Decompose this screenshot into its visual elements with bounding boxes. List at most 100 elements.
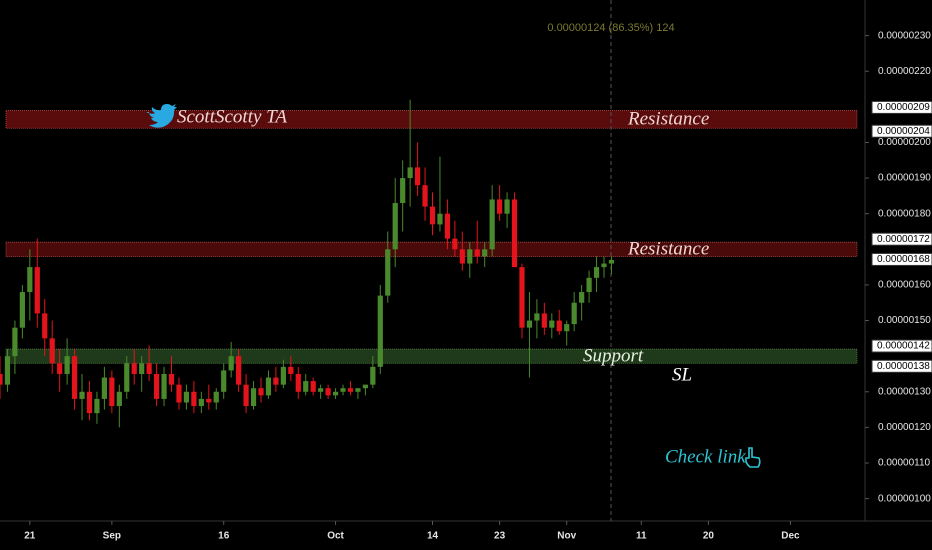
candle-body xyxy=(452,238,458,250)
candle-body xyxy=(459,249,465,264)
candle-body xyxy=(19,292,25,328)
candle-body xyxy=(564,324,570,332)
candle-body xyxy=(444,213,451,239)
candle-body xyxy=(27,267,33,293)
zone xyxy=(5,241,858,257)
price-tag xyxy=(871,252,932,266)
candle-body xyxy=(161,373,167,399)
candle-body xyxy=(183,391,190,403)
candle-body xyxy=(593,267,600,278)
y-tick-label: 0.00000150 xyxy=(878,315,931,326)
candle-body xyxy=(370,366,376,385)
candle-body xyxy=(221,370,227,392)
y-tick-label: 0.00000190 xyxy=(878,173,931,184)
header-stat: 0.00000124 (86.35%) 124 xyxy=(547,22,674,34)
candle-body xyxy=(34,267,40,314)
candle-body xyxy=(79,391,85,399)
candle-body xyxy=(511,199,518,268)
price-tag xyxy=(871,124,932,138)
y-tick-label: 0.00000100 xyxy=(878,493,931,504)
candle-body xyxy=(556,320,562,332)
y-tick-label: 0.00000110 xyxy=(878,458,931,469)
candle-body xyxy=(4,356,11,385)
candle-body xyxy=(392,203,398,250)
candle-body xyxy=(586,277,592,293)
candle-body xyxy=(86,391,93,414)
x-tick-label: 23 xyxy=(494,531,506,542)
candle-body xyxy=(414,167,421,186)
brand-label: ScottScotty TA xyxy=(177,106,287,127)
candle-body xyxy=(295,373,301,392)
candle-body xyxy=(131,363,137,374)
candle-body xyxy=(377,295,383,367)
pointing-hand-icon xyxy=(745,447,761,468)
y-tick-label: 0.00000230 xyxy=(878,30,931,41)
x-tick-label: Oct xyxy=(327,531,344,542)
candle-body xyxy=(258,388,264,396)
candle-body xyxy=(288,366,294,374)
candle-body xyxy=(571,302,577,325)
price-tag xyxy=(871,100,932,114)
price-tag xyxy=(871,359,932,373)
candle-body xyxy=(153,373,160,399)
candle-body xyxy=(497,199,503,214)
price-tag-label: 0.00000138 xyxy=(877,361,930,372)
candle-body xyxy=(489,199,495,250)
candle-body xyxy=(422,185,428,207)
price-tag-label: 0.00000204 xyxy=(877,126,930,137)
twitter-icon xyxy=(146,104,177,128)
candle-body xyxy=(429,206,436,225)
candle-body xyxy=(139,363,145,374)
candle-body xyxy=(168,373,175,385)
candle-body xyxy=(549,320,555,328)
candle-body xyxy=(608,260,615,264)
candle-body xyxy=(310,381,316,392)
candle-body xyxy=(355,388,361,392)
candle-body xyxy=(437,213,443,225)
x-tick-label: 14 xyxy=(427,531,439,542)
zone xyxy=(5,348,858,364)
sl-label: SL xyxy=(672,364,692,385)
candle-body xyxy=(198,398,204,407)
y-tick-label: 0.00000180 xyxy=(878,208,931,219)
candle-body xyxy=(504,199,510,214)
candle-body xyxy=(325,388,331,396)
candle-body xyxy=(42,313,48,339)
x-tick-label: Nov xyxy=(557,531,576,542)
candle-body xyxy=(206,398,212,403)
y-tick-label: 0.00000160 xyxy=(878,280,931,291)
candle-body xyxy=(228,356,234,371)
x-tick-label: Sep xyxy=(103,531,121,542)
candle-body xyxy=(340,388,346,392)
candle-body xyxy=(474,249,480,257)
price-tag-label: 0.00000172 xyxy=(877,234,930,245)
candle-body xyxy=(407,167,413,179)
candle-body xyxy=(116,391,122,407)
candle-body xyxy=(57,363,63,374)
candle-body xyxy=(71,356,78,399)
x-tick-label: Dec xyxy=(781,531,800,542)
candle-body xyxy=(347,388,354,392)
candle-body xyxy=(318,388,324,392)
y-tick-label: 0.00000220 xyxy=(878,66,931,77)
cta-label: Check link xyxy=(665,446,746,467)
price-tag-label: 0.00000142 xyxy=(877,341,930,352)
candle-body xyxy=(526,320,533,328)
candle-body xyxy=(482,249,488,257)
candle-body xyxy=(236,356,242,385)
candle-body xyxy=(541,313,547,328)
x-tick-label: 11 xyxy=(636,531,647,542)
candle-body xyxy=(64,356,70,374)
candle-body xyxy=(601,263,607,268)
candle-body xyxy=(579,292,585,303)
candle-body xyxy=(400,178,406,204)
price-tag-label: 0.00000209 xyxy=(877,102,930,113)
candle-body xyxy=(519,267,525,328)
candle-body xyxy=(176,384,182,403)
candle-body xyxy=(94,398,100,414)
candle-body xyxy=(12,327,18,357)
candle-body xyxy=(101,377,107,399)
